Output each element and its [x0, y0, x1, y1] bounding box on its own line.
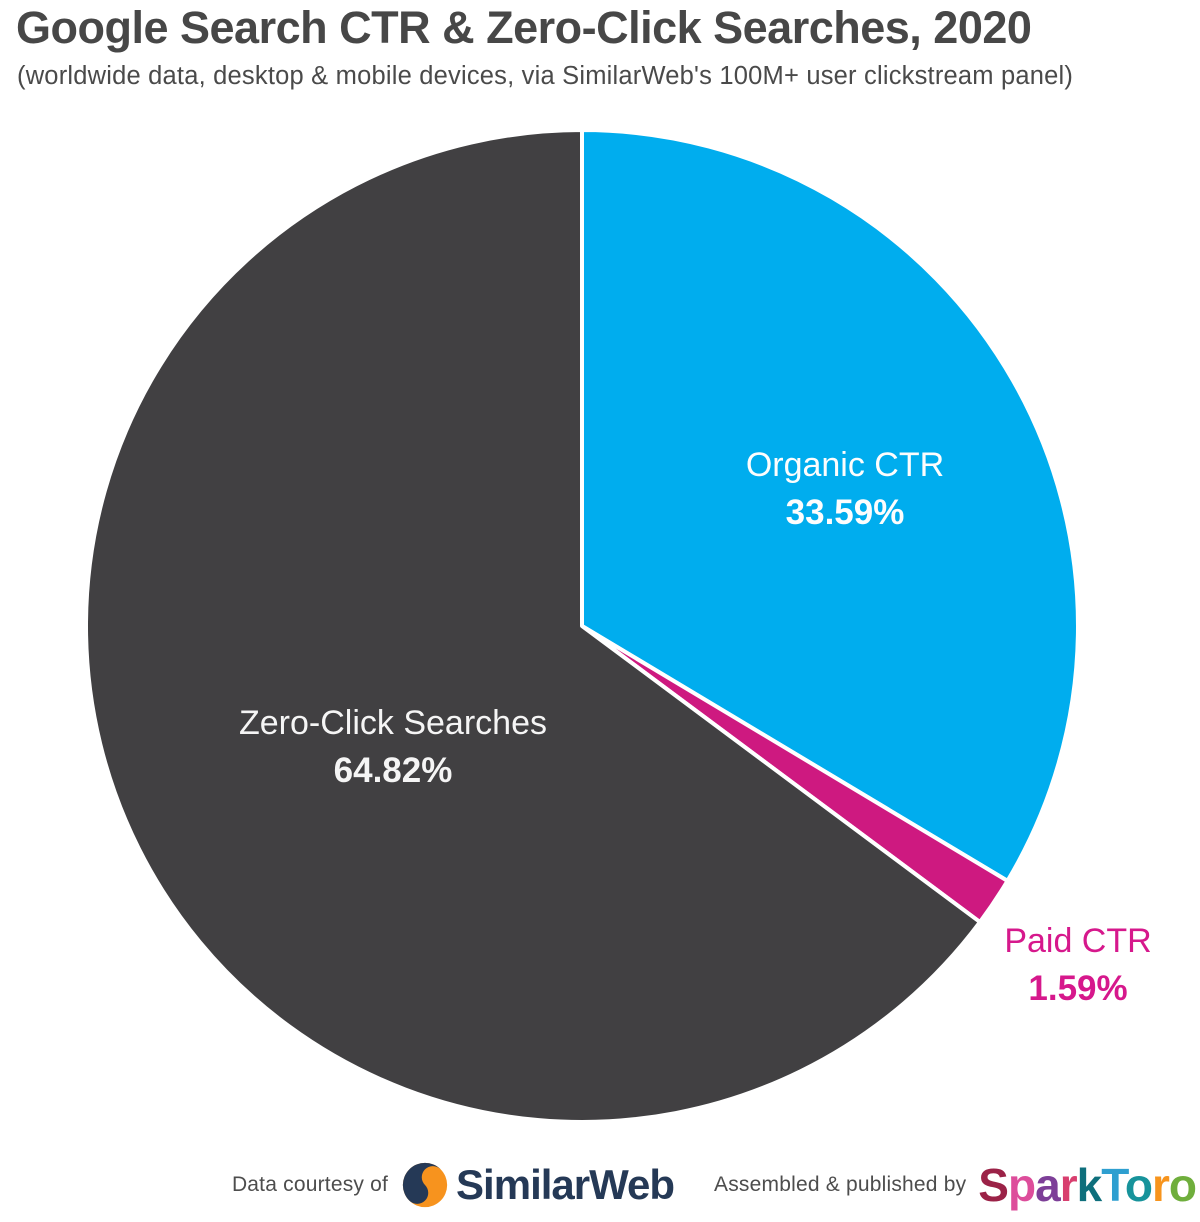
similarweb-icon — [402, 1162, 448, 1208]
sparktoro-letter: T — [1101, 1159, 1126, 1211]
published-text: Assembled & published by — [714, 1173, 967, 1196]
similarweb-logo: SimilarWeb — [398, 1158, 675, 1212]
chart-subtitle: (worldwide data, desktop & mobile device… — [17, 62, 1074, 90]
sparktoro-letter: p — [1007, 1159, 1036, 1211]
sparktoro-letter: a — [1035, 1159, 1061, 1211]
sparktoro-letter: S — [978, 1159, 1009, 1211]
sparktoro-logo: SparkToro — [978, 1158, 1197, 1212]
sparktoro-letter: o — [1168, 1159, 1197, 1211]
sparktoro-letter: r — [1059, 1159, 1078, 1211]
pie-slice-zero-click-searches — [84, 128, 982, 1124]
similarweb-wordmark: SimilarWeb — [456, 1161, 675, 1208]
sparktoro-letter: k — [1076, 1159, 1103, 1211]
sparktoro-letter: r — [1151, 1159, 1170, 1211]
footer-credits: Data courtesy of SimilarWeb Assembled & … — [231, 1158, 1197, 1212]
chart-title: Google Search CTR & Zero-Click Searches,… — [16, 2, 1032, 53]
courtesy-text: Data courtesy of — [231, 1173, 389, 1196]
pie-slice-organic-ctr — [580, 128, 1080, 883]
sparktoro-letter: o — [1124, 1159, 1153, 1211]
